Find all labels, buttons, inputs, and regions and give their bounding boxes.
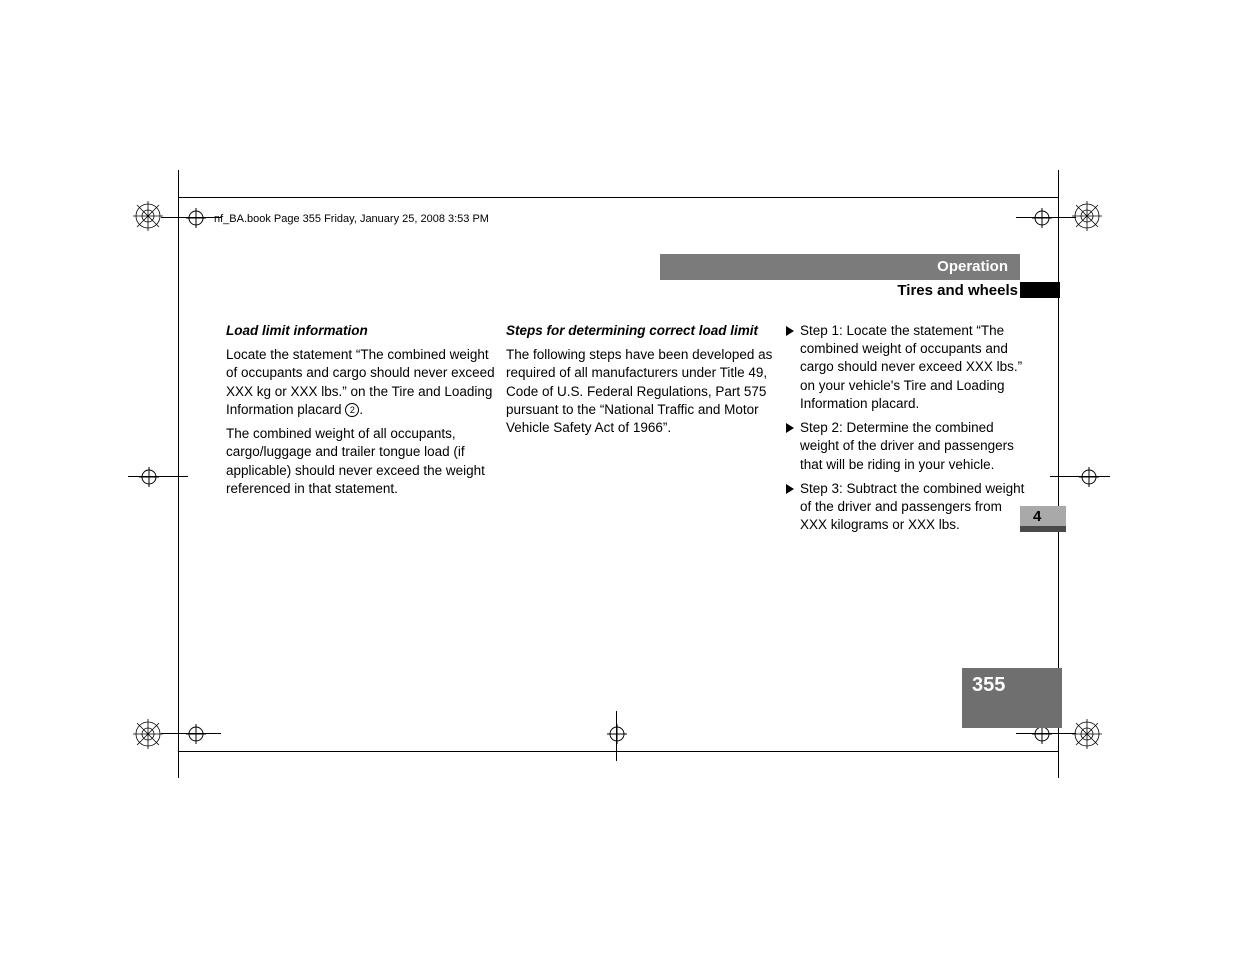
col-steps-title: Steps for determining correct load limit… — [506, 322, 776, 437]
col-steps-list: Step 1: Locate the statement “The combin… — [786, 322, 1026, 540]
col2-title: Steps for determining correct load limit — [506, 322, 776, 340]
col2-para: The following steps have been developed … — [506, 346, 776, 437]
step-3: Step 3: Subtract the combined weight of … — [786, 480, 1026, 535]
page-number-block: 355 — [962, 668, 1062, 728]
crosshair-icon — [186, 724, 206, 744]
chapter-tab — [1020, 506, 1066, 526]
chapter-number: 4 — [1033, 508, 1041, 525]
header-black-tab — [1020, 282, 1060, 298]
step-1: Step 1: Locate the statement “The combin… — [786, 322, 1026, 413]
crop-tick — [1016, 733, 1076, 734]
step-3-text: Step 3: Subtract the combined weight of … — [800, 480, 1026, 535]
crop-tick — [128, 476, 188, 477]
step-2: Step 2: Determine the combined weight of… — [786, 419, 1026, 474]
registration-starburst-icon — [133, 719, 163, 749]
crop-tick — [161, 217, 221, 218]
triangle-bullet-icon — [786, 484, 794, 494]
col1-para2: The combined weight of all occupants, ca… — [226, 425, 496, 498]
header-tires-wheels: Tires and wheels — [760, 282, 1018, 299]
col1-title: Load limit information — [226, 322, 496, 340]
page-number: 355 — [962, 668, 1062, 697]
triangle-bullet-icon — [786, 326, 794, 336]
chapter-tab-shadow — [1020, 526, 1066, 532]
header-operation-text: Operation — [660, 254, 1020, 280]
crop-line-bottom — [178, 751, 1059, 752]
crosshair-icon — [186, 208, 206, 228]
crosshair-icon — [607, 724, 627, 744]
step-1-text: Step 1: Locate the statement “The combin… — [800, 322, 1026, 413]
crosshair-icon — [1079, 467, 1099, 487]
crop-tick — [1016, 217, 1076, 218]
crop-tick — [1050, 476, 1110, 477]
circled-number-icon: 2 — [345, 403, 359, 417]
crop-tick — [616, 711, 617, 761]
step-2-text: Step 2: Determine the combined weight of… — [800, 419, 1026, 474]
crop-tick — [161, 733, 221, 734]
registration-starburst-icon — [1072, 201, 1102, 231]
crosshair-icon — [139, 467, 159, 487]
col1-para1: Locate the statement “The combined weigh… — [226, 346, 496, 419]
crop-line-left — [178, 170, 179, 778]
file-stamp: nf_BA.book Page 355 Friday, January 25, … — [214, 213, 489, 225]
crop-line-top — [178, 197, 1059, 198]
registration-starburst-icon — [133, 201, 163, 231]
col-load-limit: Load limit information Locate the statem… — [226, 322, 496, 498]
registration-starburst-icon — [1072, 719, 1102, 749]
header-bar-operation: Operation — [660, 254, 1020, 280]
crosshair-icon — [1032, 208, 1052, 228]
triangle-bullet-icon — [786, 423, 794, 433]
